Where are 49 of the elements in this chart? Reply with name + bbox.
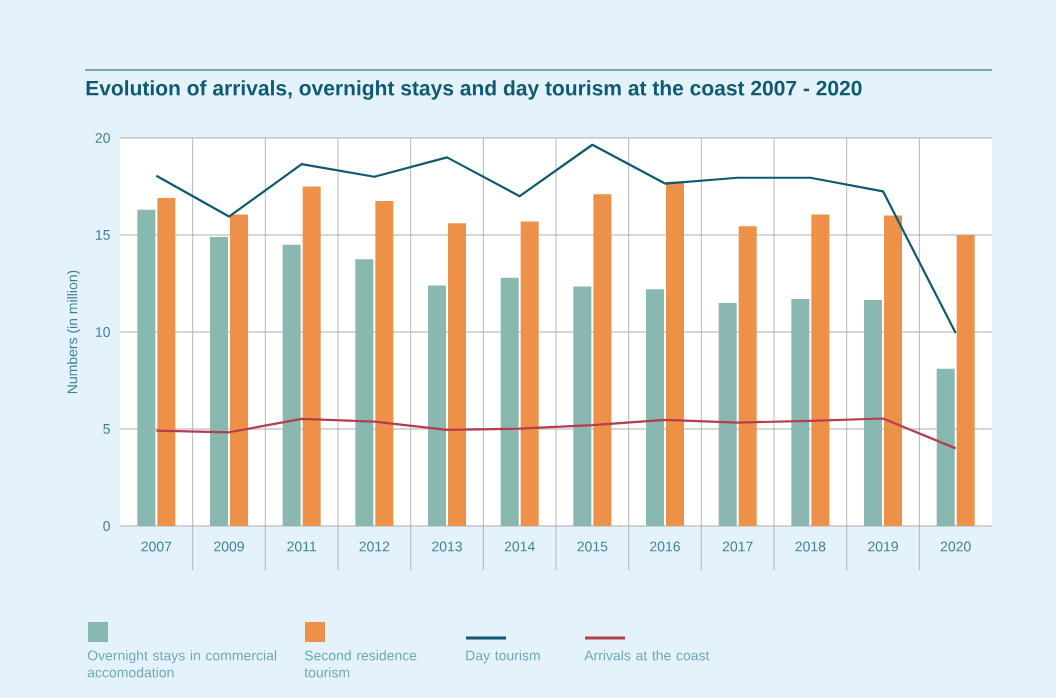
- y-tick-label: 5: [103, 424, 110, 434]
- y-tick-label: 15: [95, 230, 110, 240]
- bar: [282, 244, 301, 526]
- legend-label: Second residence tourism: [304, 650, 417, 678]
- bar: [646, 289, 665, 526]
- y-axis-title: Numbers (in million): [67, 270, 81, 394]
- bar: [428, 285, 447, 526]
- x-tick-label: 2016: [650, 541, 680, 552]
- bar: [230, 214, 249, 526]
- line-series: [155, 417, 957, 450]
- chart-title: Evolution of arrivals, overnight stays and day tourism at the coast 2007 - 2020: [86, 80, 862, 100]
- x-tick-label: 2020: [940, 541, 971, 552]
- legend-label: Arrivals at the coast: [584, 650, 710, 661]
- x-tick-label: 2014: [504, 541, 535, 552]
- x-tick-label: 2012: [359, 541, 390, 552]
- bar: [884, 215, 903, 526]
- bar: [811, 214, 830, 526]
- bar: [864, 299, 883, 526]
- bar: [375, 201, 394, 526]
- x-tick-label: 2009: [214, 541, 244, 552]
- x-tick-label: 2015: [577, 541, 608, 552]
- bar: [355, 259, 374, 526]
- x-tick-label: 2019: [868, 541, 898, 552]
- bar: [593, 194, 612, 526]
- bar: [791, 299, 810, 526]
- bar: [573, 286, 592, 526]
- y-tick-label: 0: [103, 521, 110, 531]
- x-tick-label: 2013: [432, 541, 462, 552]
- bar: [157, 198, 176, 526]
- bar: [666, 181, 685, 526]
- legend-label: Day tourism: [466, 650, 540, 664]
- bar: [500, 277, 519, 526]
- line-series: [155, 143, 957, 335]
- x-tick-label: 2017: [722, 541, 753, 552]
- bar: [936, 368, 955, 526]
- legend-label: Overnight stays in commercial accomodation: [87, 650, 277, 678]
- bar: [738, 226, 757, 526]
- bar: [302, 186, 321, 526]
- x-tick-label: 2011: [287, 541, 317, 552]
- bar: [520, 221, 539, 526]
- bar: [448, 223, 467, 526]
- bar: [718, 302, 737, 526]
- x-tick-label: 2018: [795, 541, 826, 552]
- bar: [956, 234, 975, 526]
- y-tick-label: 10: [95, 327, 110, 337]
- bar: [210, 236, 229, 526]
- y-tick-label: 20: [95, 133, 110, 143]
- bar: [137, 209, 156, 526]
- x-tick-label: 2007: [141, 541, 172, 552]
